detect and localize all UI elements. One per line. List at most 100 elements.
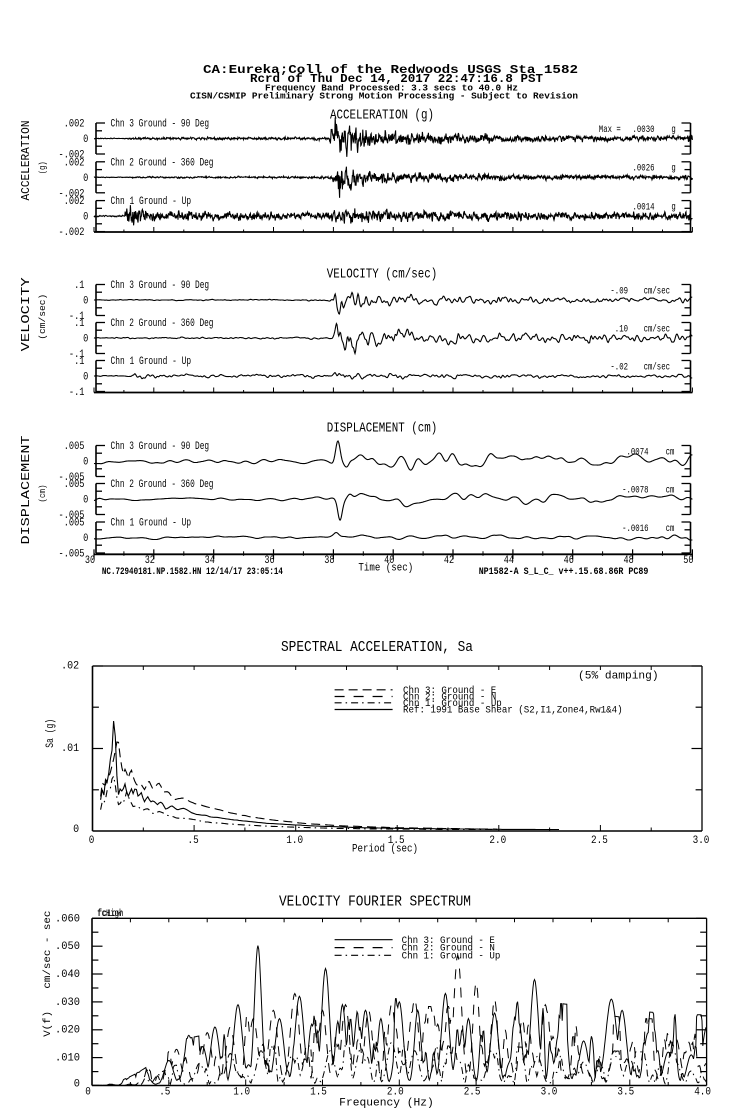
- svg-text:VELOCITY: VELOCITY: [19, 277, 33, 351]
- svg-text:44: 44: [504, 555, 515, 567]
- svg-text:0: 0: [83, 173, 88, 185]
- svg-text:cm: cm: [666, 523, 675, 535]
- svg-text:-.0016: -.0016: [622, 523, 648, 535]
- svg-text:Chn 1 Ground - Up: Chn 1 Ground - Up: [111, 356, 192, 368]
- svg-text:Ref: 1991 Base Shear (S2,I1,Zo: Ref: 1991 Base Shear (S2,I1,Zone4,Rw1&4): [403, 705, 623, 716]
- svg-text:.1: .1: [74, 356, 85, 368]
- svg-text:40: 40: [384, 555, 394, 567]
- svg-text:0: 0: [83, 134, 88, 146]
- svg-text:-.02: -.02: [610, 361, 628, 373]
- svg-text:(5% damping): (5% damping): [578, 670, 659, 682]
- svg-text:Rcrd of Thu Dec 14, 2017 22:47: Rcrd of Thu Dec 14, 2017 22:47:16.8 PST: [250, 73, 543, 86]
- svg-text:0: 0: [83, 212, 88, 224]
- svg-text:-.005: -.005: [59, 472, 85, 484]
- svg-text:0: 0: [85, 1086, 91, 1098]
- svg-text:.005: .005: [64, 518, 85, 530]
- svg-text:.005: .005: [64, 441, 85, 453]
- svg-text:38: 38: [324, 555, 334, 567]
- svg-text:0: 0: [83, 495, 88, 507]
- svg-text:.02: .02: [61, 661, 79, 673]
- svg-text:.060: .060: [55, 913, 80, 925]
- svg-text:.002: .002: [64, 196, 85, 208]
- svg-text:1.0: 1.0: [286, 835, 303, 847]
- svg-text:3.5: 3.5: [617, 1086, 634, 1098]
- svg-text:cm/sec: cm/sec: [644, 285, 670, 297]
- svg-text:g: g: [671, 201, 675, 213]
- svg-text:.030: .030: [55, 997, 80, 1009]
- svg-text:DISPLACEMENT (cm): DISPLACEMENT (cm): [327, 420, 438, 436]
- svg-text:.5: .5: [159, 1086, 170, 1098]
- svg-text:Chn 1: Ground - Up: Chn 1: Ground - Up: [403, 698, 502, 709]
- svg-text:-.002: -.002: [59, 150, 85, 162]
- svg-text:Chn 1: Ground - Up: Chn 1: Ground - Up: [402, 950, 501, 961]
- svg-text:ACCELERATION (g): ACCELERATION (g): [330, 107, 434, 123]
- svg-text:VELOCITY FOURIER SPECTRUM: VELOCITY FOURIER SPECTRUM: [279, 895, 471, 911]
- svg-text:48: 48: [624, 555, 634, 567]
- svg-text:.010: .010: [55, 1053, 80, 1065]
- svg-text:2.0: 2.0: [387, 1086, 404, 1098]
- svg-text:Sa (g): Sa (g): [45, 719, 57, 748]
- svg-text:2.5: 2.5: [464, 1086, 481, 1098]
- svg-text:Chn 2: Ground - N: Chn 2: Ground - N: [402, 943, 495, 954]
- svg-text:-.002: -.002: [59, 227, 85, 239]
- svg-text:30: 30: [85, 555, 95, 567]
- svg-text:.0030: .0030: [633, 124, 655, 136]
- svg-text:.020: .020: [55, 1025, 80, 1037]
- svg-text:1.5: 1.5: [388, 835, 405, 847]
- svg-text:ACCELERATION: ACCELERATION: [20, 121, 33, 201]
- svg-text:.1: .1: [74, 280, 85, 292]
- svg-text:fcHigh: fcHigh: [97, 908, 123, 920]
- svg-text:Chn 3: Ground - E: Chn 3: Ground - E: [403, 685, 496, 696]
- svg-text:.0014: .0014: [633, 201, 655, 213]
- svg-text:0: 0: [89, 835, 95, 847]
- svg-text:1.5: 1.5: [310, 1086, 327, 1098]
- svg-text:-.005: -.005: [59, 510, 85, 522]
- svg-text:Frequency Band Processed: 3.3: Frequency Band Processed: 3.3 secs to 40…: [265, 83, 518, 94]
- svg-text:2.5: 2.5: [591, 835, 608, 847]
- svg-text:Chn 2 Ground - 360 Deg: Chn 2 Ground - 360 Deg: [111, 157, 214, 169]
- svg-text:-.09: -.09: [610, 285, 628, 297]
- svg-text:NC.72940181.NP.1582.HN 12/14/1: NC.72940181.NP.1582.HN 12/14/17 23:05:14: [102, 566, 283, 578]
- svg-text:0: 0: [83, 334, 88, 346]
- svg-text:cm/sec - sec: cm/sec - sec: [42, 911, 54, 989]
- svg-text:cm/sec: cm/sec: [644, 361, 670, 373]
- svg-text:-.1: -.1: [69, 349, 85, 361]
- svg-text:0: 0: [83, 533, 88, 545]
- svg-text:2.0: 2.0: [489, 835, 506, 847]
- svg-text:.002: .002: [64, 119, 85, 131]
- svg-text:V(f): V(f): [42, 1011, 54, 1037]
- svg-text:.050: .050: [55, 941, 80, 953]
- svg-text:.5: .5: [188, 835, 199, 847]
- svg-text:-.0078: -.0078: [622, 484, 648, 496]
- svg-text:46: 46: [564, 555, 574, 567]
- svg-text:36: 36: [264, 555, 274, 567]
- svg-text:.01: .01: [61, 743, 79, 755]
- svg-text:Time (sec): Time (sec): [358, 563, 413, 575]
- svg-text:Chn 1 Ground - Up: Chn 1 Ground - Up: [111, 196, 192, 208]
- svg-text:32: 32: [145, 555, 155, 567]
- svg-text:cm/sec: cm/sec: [644, 323, 670, 335]
- svg-text:Chn 3 Ground - 90 Deg: Chn 3 Ground - 90 Deg: [111, 441, 210, 453]
- svg-text:CA:Eureka;Coll of the Redwoods: CA:Eureka;Coll of the Redwoods USGS Sta …: [203, 64, 578, 77]
- svg-text:-.002: -.002: [59, 188, 85, 200]
- svg-text:4.0: 4.0: [694, 1086, 711, 1098]
- svg-text:(cm): (cm): [38, 485, 48, 503]
- svg-text:NP1582-A S_L_C_ v++.15.68.86: NP1582-A S_L_C_ v++.15.68.86R PC89: [479, 566, 649, 578]
- svg-text:0: 0: [83, 296, 88, 308]
- svg-text:cm: cm: [666, 484, 675, 496]
- svg-text:Chn 3 Ground - 90 Deg: Chn 3 Ground - 90 Deg: [111, 280, 210, 292]
- svg-text:Period (sec): Period (sec): [352, 843, 418, 855]
- svg-text:cm: cm: [666, 446, 675, 458]
- svg-text:1.0: 1.0: [233, 1086, 250, 1098]
- svg-text:0: 0: [74, 1079, 80, 1091]
- svg-text:34: 34: [205, 555, 216, 567]
- svg-text:Chn 3: Ground - E: Chn 3: Ground - E: [402, 935, 495, 946]
- svg-text:.10: .10: [615, 323, 628, 335]
- svg-text:0: 0: [83, 457, 88, 469]
- svg-text:.005: .005: [64, 479, 85, 491]
- svg-text:3.0: 3.0: [541, 1086, 558, 1098]
- svg-text:-.1: -.1: [69, 311, 85, 323]
- svg-text:VELOCITY (cm/sec): VELOCITY (cm/sec): [327, 266, 438, 282]
- svg-text:CISN/CSMIP Preliminary Strong: CISN/CSMIP Preliminary Strong Motion Pro…: [190, 90, 578, 101]
- svg-text:DISPLACEMENT: DISPLACEMENT: [19, 436, 33, 545]
